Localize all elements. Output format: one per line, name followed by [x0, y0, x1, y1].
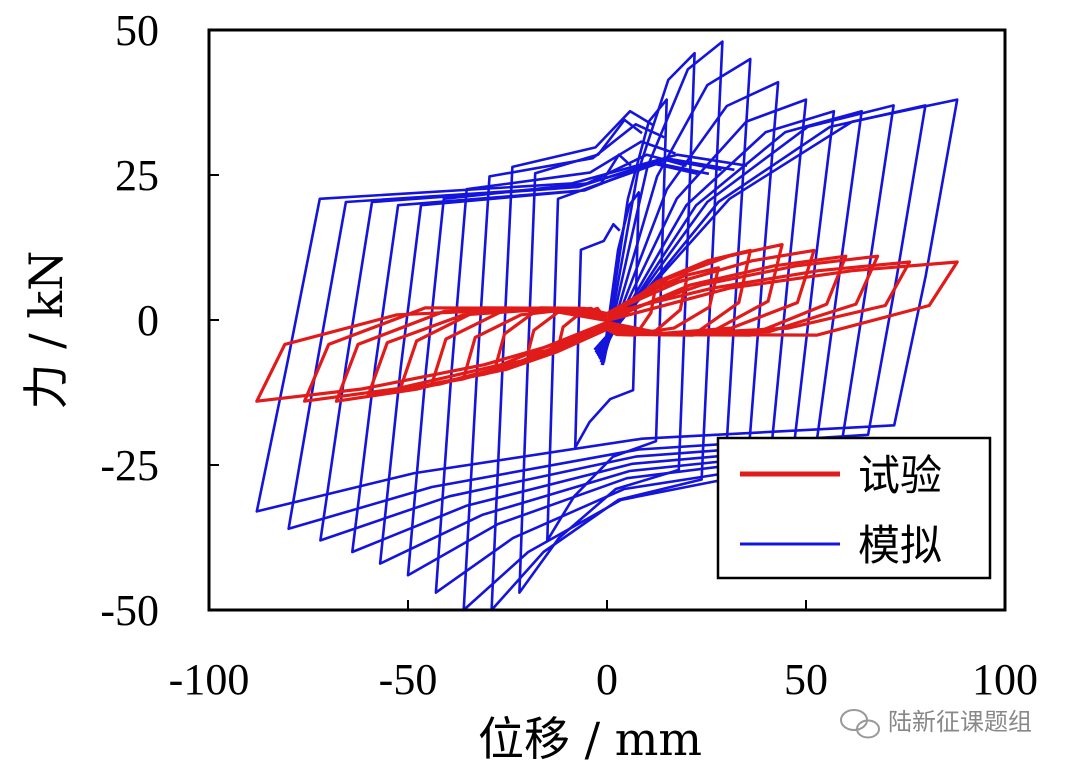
series-layer — [255, 40, 959, 612]
simulation-loop-4 — [490, 40, 724, 612]
x-axis-title: 位移 / mm — [478, 712, 702, 766]
x-tick-label: 100 — [972, 655, 1038, 704]
simulation-loop-7 — [406, 98, 808, 577]
simulation-loop-6 — [434, 80, 780, 594]
y-tick-label: 0 — [137, 296, 159, 345]
legend-label-sim: 模拟 — [858, 521, 942, 570]
watermark: 陆新征课题组 — [840, 708, 1032, 739]
legend-label-test: 试验 — [858, 451, 942, 500]
y-tick-label: -50 — [100, 586, 159, 635]
wechat-icon — [840, 709, 880, 739]
legend: 试验 模拟 — [716, 436, 992, 580]
test-loop-10 — [255, 260, 959, 403]
simulation-loop-12 — [255, 98, 959, 513]
simulation-loop-5 — [462, 57, 752, 612]
test-loop-9 — [302, 260, 912, 403]
simulation-loop-9 — [350, 109, 864, 554]
simulation-loop-11 — [287, 104, 927, 531]
y-tick-label: 25 — [115, 151, 159, 200]
y-tick-label: -25 — [100, 441, 159, 490]
x-tick-label: 0 — [596, 655, 618, 704]
simulation-loop-1 — [573, 191, 641, 449]
x-tick-label: -50 — [379, 655, 438, 704]
x-tick-label: 50 — [784, 655, 828, 704]
test-loop-8 — [334, 254, 880, 403]
simulation-loop-3 — [518, 51, 696, 594]
legend-box — [716, 436, 992, 580]
watermark-text: 陆新征课题组 — [888, 708, 1032, 736]
y-axis-title: 力 / kN — [19, 251, 73, 410]
x-tick-label: -100 — [169, 655, 250, 704]
y-tick-label: 50 — [115, 6, 159, 55]
